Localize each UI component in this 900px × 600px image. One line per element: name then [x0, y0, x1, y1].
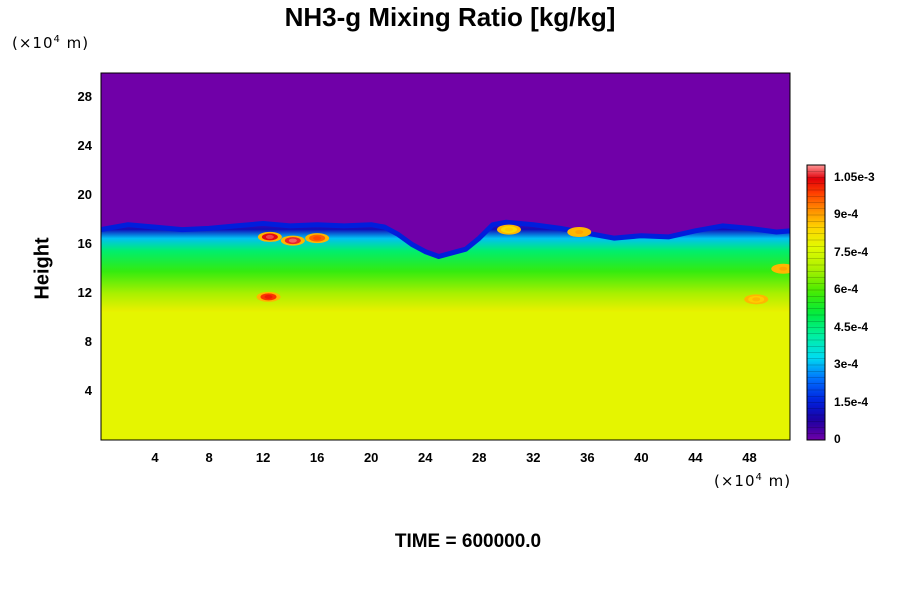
hotspot	[257, 231, 282, 242]
x-unit-prefix: (×10	[714, 472, 756, 490]
hotspot	[744, 294, 769, 305]
hotspot	[496, 224, 521, 235]
y-tick-label: 16	[77, 236, 92, 252]
y-tick-label: 28	[77, 89, 92, 105]
y-unit-suffix: m)	[60, 34, 90, 52]
colorbar-frame	[806, 164, 826, 441]
colorbar-fill	[807, 165, 825, 440]
plot-frame	[100, 72, 791, 441]
colorbar-tick-label: 0	[834, 432, 841, 446]
x-tick-label: 36	[580, 450, 595, 465]
colorbar-tick-label: 1.5e-4	[834, 394, 869, 409]
x-tick-label: 44	[688, 450, 703, 465]
transition-band	[101, 222, 790, 312]
upper-region	[101, 73, 790, 257]
y-unit-exponent: 4	[53, 34, 61, 45]
hotspot-peak	[313, 236, 322, 241]
hotspot-peak	[575, 230, 584, 235]
x-tick-label: 24	[418, 450, 433, 465]
x-tick-label: 40	[634, 450, 649, 465]
x-tick-label: 4	[151, 450, 159, 465]
chart-title: NH3-g Mixing Ratio [kg/kg]	[284, 2, 616, 32]
x-tick-label: 48	[742, 450, 757, 465]
colorbar-tick-label: 6e-4	[834, 282, 859, 296]
x-tick-label: 8	[205, 450, 213, 465]
x-tick-label: 32	[526, 450, 541, 465]
colorbar-tick-label: 9e-4	[834, 207, 859, 221]
colorbar	[806, 164, 826, 441]
hotspot	[280, 235, 305, 246]
y-tick-label: 12	[77, 285, 92, 301]
colorbar-tick-label: 4.5e-4	[834, 319, 869, 334]
y-tick-label: 24	[77, 138, 92, 154]
colorbar-tick-label: 3e-4	[834, 357, 859, 371]
x-unit-label: (×104 m)	[714, 472, 791, 490]
hotspot-peak	[264, 294, 273, 299]
hotspot	[567, 227, 592, 238]
boundary-edge	[101, 219, 790, 259]
x-tick-label: 28	[472, 450, 487, 465]
colorbar-tick-label: 7.5e-4	[834, 244, 869, 259]
hotspot-peak	[265, 234, 274, 239]
x-tick-label: 16	[309, 450, 325, 465]
hotspot	[305, 233, 330, 244]
hotspot-peak	[779, 266, 788, 271]
hotspot-peak	[752, 297, 761, 302]
time-label: TIME = 600000.0	[394, 531, 542, 552]
colorbar-tick-label: 1.05e-3	[834, 169, 875, 184]
x-tick-label: 20	[363, 450, 379, 465]
x-unit-exponent: 4	[755, 472, 763, 483]
hotspot-peak	[504, 227, 513, 232]
y-tick-label: 20	[77, 187, 92, 203]
x-unit-suffix: m)	[762, 472, 792, 490]
y-unit-prefix: (×10	[12, 34, 54, 52]
field-layer	[101, 73, 790, 440]
hotspot	[256, 291, 281, 302]
y-tick-label: 4	[84, 383, 92, 399]
hotspot-peak	[288, 238, 297, 243]
hotspot	[771, 263, 790, 274]
y-unit-label: (×104 m)	[12, 34, 89, 52]
y-tick-label: 8	[84, 334, 92, 350]
x-tick-label: 12	[255, 450, 271, 465]
